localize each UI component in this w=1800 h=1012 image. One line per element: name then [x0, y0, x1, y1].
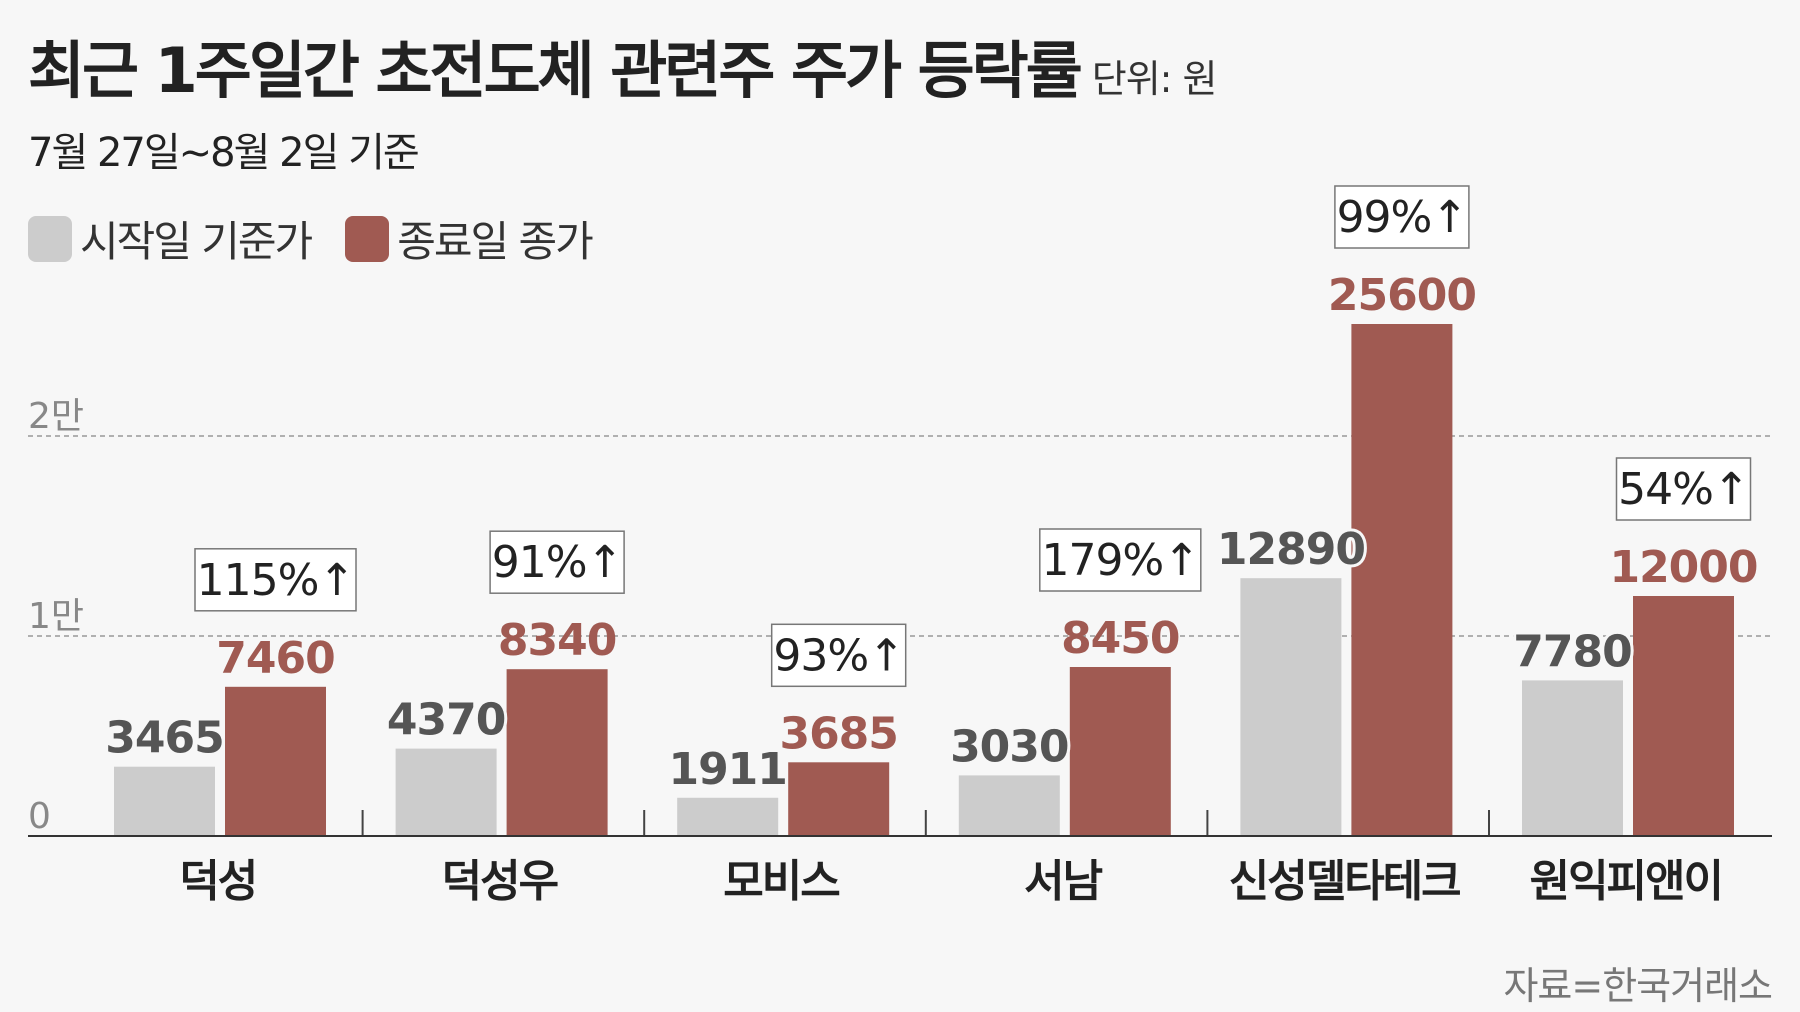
- bar-end: [225, 686, 326, 836]
- change-label: 99%↑: [1337, 192, 1468, 243]
- change-label: 93%↑: [773, 630, 904, 681]
- value-label-end: 12000: [1609, 542, 1757, 593]
- change-box: [489, 530, 625, 594]
- bar-end: [506, 669, 608, 836]
- y-tick-label: 2만: [28, 396, 84, 437]
- category-label: 원익피앤이: [1530, 856, 1722, 907]
- bar-start: [395, 748, 497, 836]
- legend-item-end: 종료일 종가: [345, 208, 594, 269]
- legend-label-start: 시작일 기준가: [80, 217, 313, 266]
- category-label: 신성델타테크: [1229, 856, 1460, 907]
- bar-start: [1240, 578, 1342, 836]
- change-box: [194, 548, 357, 612]
- bar-start: [1522, 680, 1623, 836]
- change-label: 179%↑: [1041, 535, 1199, 586]
- bar-start: [677, 797, 779, 836]
- change-box: [1039, 528, 1202, 592]
- unit-label: 단위: 원: [1091, 57, 1218, 101]
- change-box: [770, 623, 907, 688]
- category-label: 덕성우: [442, 856, 558, 907]
- bar-end: [1069, 667, 1171, 836]
- value-label-start: 3030: [950, 721, 1068, 772]
- value-label-end: 7460: [216, 633, 334, 684]
- legend: 시작일 기준가 종료일 종가: [28, 208, 626, 269]
- change-label: 115%↑: [197, 555, 355, 606]
- category-label: 모비스: [723, 856, 839, 907]
- legend-item-start: 시작일 기준가: [28, 208, 313, 269]
- bar-start: [114, 766, 215, 836]
- value-label-start: 1911: [668, 744, 786, 795]
- value-label-end: 3685: [779, 708, 897, 759]
- value-label-end: 8450: [1061, 613, 1179, 664]
- bar-start: [958, 775, 1060, 836]
- change-label: 91%↑: [492, 537, 623, 588]
- category-label: 덕성: [179, 856, 256, 907]
- change-box: [1334, 185, 1470, 249]
- value-label-start: 7780: [1513, 626, 1631, 677]
- chart-title: 최근 1주일간 초전도체 관련주 주가 등락률 단위: 원: [28, 20, 1218, 110]
- legend-label-end: 종료일 종가: [397, 217, 594, 266]
- legend-swatch-start: [28, 215, 72, 262]
- bar-end: [788, 762, 890, 836]
- subtitle: 7월 27일~8월 2일 기준: [28, 130, 420, 176]
- value-label-end: 8340: [498, 615, 616, 666]
- category-label: 서남: [1024, 856, 1102, 907]
- value-label-end: 25600: [1328, 270, 1476, 321]
- source: 자료=한국거래소: [1503, 964, 1773, 1008]
- bar-end: [1351, 324, 1453, 836]
- y-tick-label: 1만: [28, 596, 84, 637]
- value-label-start: 3465: [105, 713, 223, 764]
- value-label-start: 12890: [1217, 524, 1365, 575]
- y-tick-label: 0: [28, 796, 51, 837]
- title-text: 최근 1주일간 초전도체 관련주 주가 등락률: [28, 34, 1083, 107]
- value-label-start: 4370: [387, 695, 505, 746]
- bar-end: [1633, 596, 1734, 836]
- change-label: 54%↑: [1618, 464, 1749, 515]
- legend-swatch-end: [345, 215, 390, 262]
- change-box: [1615, 457, 1752, 521]
